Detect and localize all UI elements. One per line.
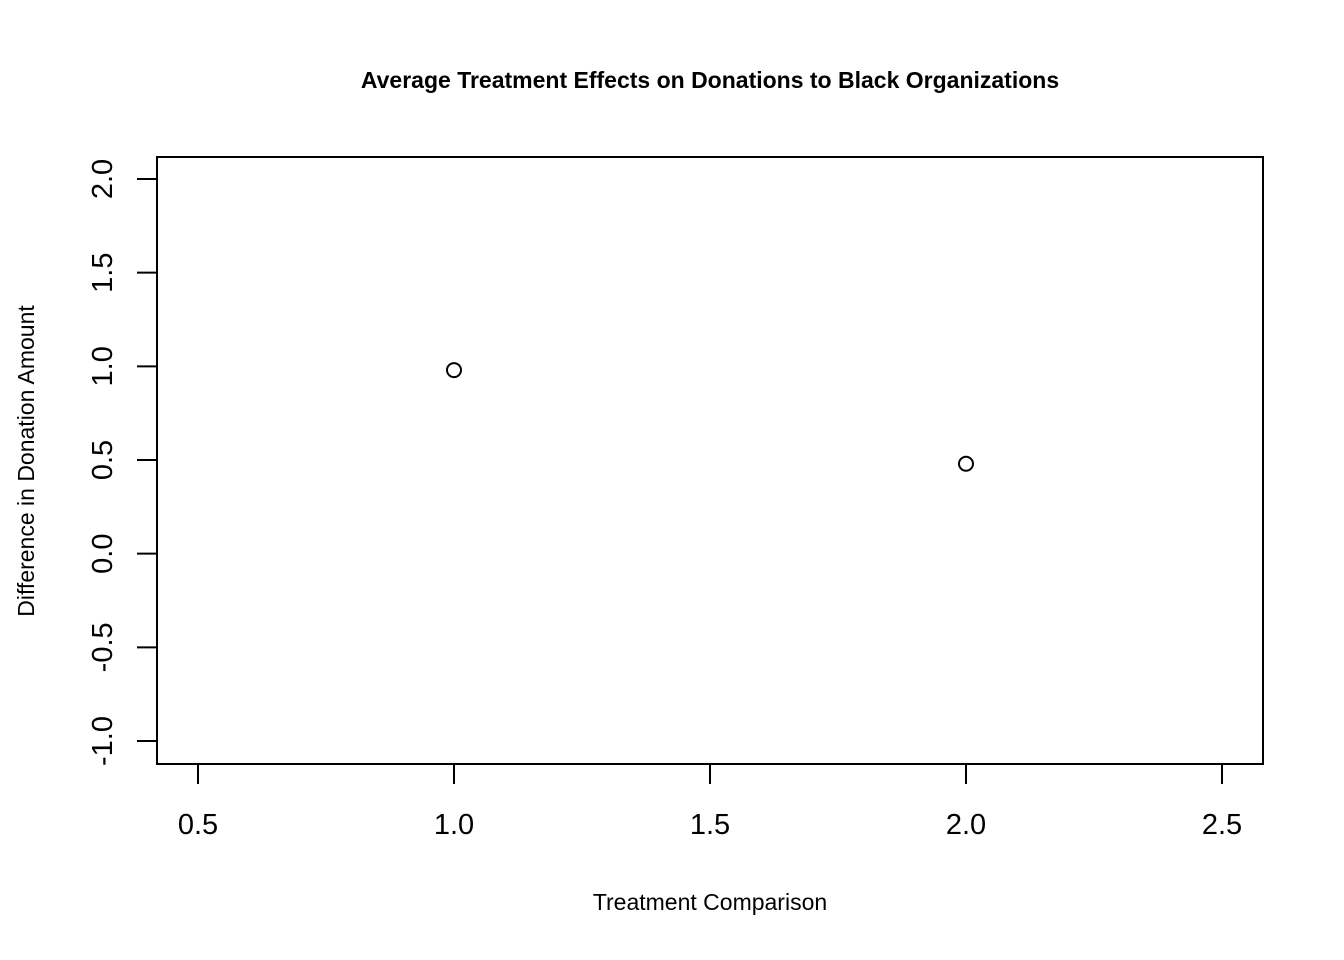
y-tick-label: 0.5 — [87, 440, 119, 480]
data-point — [446, 362, 462, 379]
data-points — [446, 362, 974, 472]
y-axis: -1.0 -0.5 0.0 0.5 1.0 1.5 2.0 — [87, 159, 158, 766]
y-tick-label: 1.5 — [87, 253, 119, 293]
y-tick-label: -0.5 — [87, 622, 119, 672]
x-tick-label: 2.0 — [946, 809, 986, 841]
y-tick-label: 2.0 — [87, 159, 119, 199]
x-tick-label: 1.5 — [690, 809, 730, 841]
data-point — [958, 455, 974, 472]
x-axis: 0.5 1.0 1.5 2.0 2.5 — [178, 763, 1242, 841]
y-tick-label: 1.0 — [87, 346, 119, 386]
x-tick-label: 0.5 — [178, 809, 218, 841]
x-axis-label: Treatment Comparison — [593, 889, 827, 915]
chart-title: Average Treatment Effects on Donations t… — [361, 67, 1059, 93]
y-tick-label: -1.0 — [87, 716, 119, 766]
y-axis-label: Difference in Donation Amount — [13, 305, 39, 617]
y-tick-label: 0.0 — [87, 534, 119, 574]
x-tick-label: 2.5 — [1202, 809, 1242, 841]
x-tick-label: 1.0 — [434, 809, 474, 841]
